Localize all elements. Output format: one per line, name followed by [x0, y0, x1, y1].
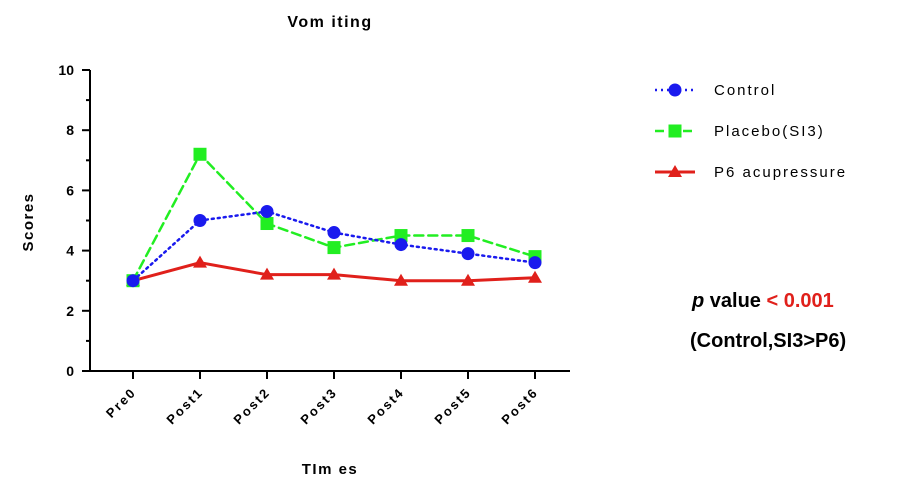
series-control: [126, 204, 542, 288]
data-point: [126, 274, 140, 288]
x-tick-label: Post3: [297, 385, 340, 428]
x-tick-label: Post5: [431, 385, 474, 428]
data-point: [394, 229, 408, 243]
series-line: [131, 152, 537, 282]
y-tick-label: 6: [66, 182, 74, 198]
legend-label: Placebo(SI3): [714, 123, 825, 140]
y-tick-label: 10: [58, 62, 74, 78]
data-point: [193, 147, 207, 161]
data-point: [461, 229, 475, 243]
y-tick-label: 0: [66, 363, 74, 379]
chart-title: Vom iting: [287, 14, 372, 31]
y-tick-label: 4: [66, 243, 74, 259]
legend-swatch-marker: [668, 83, 682, 97]
value-label: value: [704, 290, 767, 312]
x-tick-label: Post1: [163, 385, 206, 428]
data-point: [193, 214, 207, 227]
data-point: [461, 273, 475, 286]
data-point: [394, 238, 408, 252]
legend-swatch-marker: [668, 124, 682, 138]
legend-item: P6 acupressure: [655, 164, 847, 181]
x-tick-label: Post4: [364, 385, 407, 428]
legend: Control Placebo(SI3) P6 acupressure: [655, 82, 847, 181]
data-point: [528, 270, 542, 283]
series-p6-acupressure: [126, 255, 542, 286]
y-tick-label: 2: [66, 303, 74, 319]
data-point: [260, 204, 274, 218]
legend-item: Control: [655, 82, 776, 99]
legend-item: Placebo(SI3): [655, 123, 825, 140]
x-axis-label: TIm es: [302, 461, 359, 478]
data-point: [193, 255, 207, 268]
x-tick-label: Pre0: [103, 385, 139, 421]
data-point: [260, 267, 274, 280]
p-value: < 0.001: [766, 290, 834, 312]
data-point: [327, 267, 341, 280]
y-axis-label: Scores: [20, 192, 37, 251]
y-tick-label: 8: [66, 122, 74, 138]
x-tick-label: Post6: [498, 385, 541, 428]
data-point: [327, 226, 341, 240]
data-point: [461, 247, 475, 261]
data-point: [394, 273, 408, 286]
data-point: [327, 241, 341, 255]
data-point: [260, 217, 274, 231]
legend-label: Control: [714, 82, 776, 99]
p-value-annotation: p value < 0.001: [692, 290, 834, 313]
p-label: p: [692, 290, 705, 312]
comparison-annotation: (Control,SI3>P6): [690, 330, 847, 352]
x-tick-label: Post2: [230, 385, 273, 428]
data-point: [528, 256, 542, 270]
legend-swatch-marker: [668, 165, 682, 177]
legend-label: P6 acupressure: [714, 164, 847, 181]
